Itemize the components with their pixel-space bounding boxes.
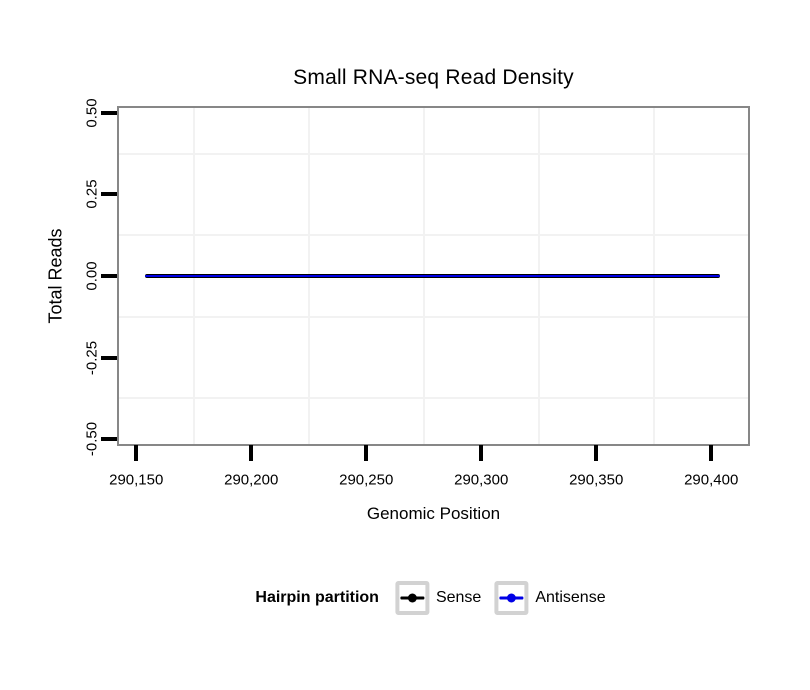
legend-entry-sense: Sense [394,581,482,615]
x-tick-mark [134,445,139,461]
sense-point-icon [407,593,417,603]
y-tick-label: -0.25 [83,340,101,375]
x-tick-label: 290,150 [109,471,164,489]
y-tick-mark [101,437,117,442]
y-tick-mark [101,355,117,360]
minor-gridline-horizontal [119,315,748,318]
legend-key-sense [394,581,429,615]
legend: Hairpin partition Sense Antisense [255,581,618,615]
y-tick-mark [101,192,117,197]
legend-key-antisense [494,581,529,615]
legend-label-sense: Sense [435,589,482,606]
x-tick-mark [594,445,599,461]
minor-gridline-horizontal [119,397,748,400]
y-axis-title: Total Reads [45,228,66,324]
minor-gridline-horizontal [119,234,748,237]
x-tick-label: 290,350 [569,471,624,489]
y-tick-label: 0.25 [83,179,101,210]
x-tick-label: 290,250 [339,471,394,489]
y-tick-mark [101,110,117,115]
antisense-point-icon [506,593,516,603]
x-tick-label: 290,400 [684,471,739,489]
chart-title: Small RNA-seq Read Density [293,66,574,89]
series-line-antisense [145,275,721,277]
x-tick-label: 290,300 [454,471,509,489]
y-tick-label: -0.50 [83,421,101,457]
x-tick-mark [249,445,254,461]
x-axis-title: Genomic Position [366,504,501,523]
y-tick-label: 0.50 [83,98,101,128]
x-tick-mark [709,445,714,461]
legend-entry-antisense: Antisense [494,581,606,615]
minor-gridline-horizontal [119,152,748,155]
x-tick-label: 290,200 [224,471,279,489]
x-tick-mark [364,445,369,461]
legend-label-antisense: Antisense [535,589,606,606]
x-tick-mark [479,445,484,461]
y-tick-label: 0.00 [83,261,101,291]
plot-panel [117,106,750,446]
legend-title: Hairpin partition [255,589,379,606]
y-tick-mark [101,274,117,278]
